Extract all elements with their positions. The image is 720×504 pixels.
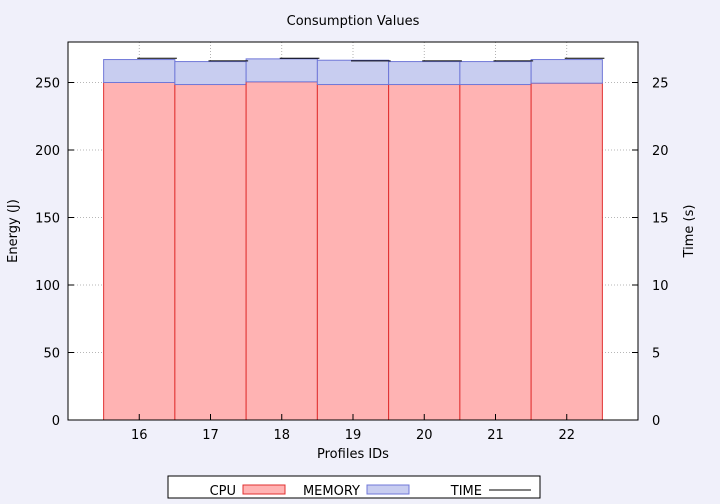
legend-swatch-memory <box>366 484 410 495</box>
bar-memory-16 <box>103 59 176 83</box>
y-tick-label: 200 <box>35 144 60 159</box>
x-tick-label: 21 <box>487 428 504 443</box>
x-tick-label: 20 <box>416 428 433 443</box>
y2-tick-label: 20 <box>652 144 669 159</box>
y-tick-label: 50 <box>43 347 60 362</box>
bar-cpu-19 <box>316 84 390 421</box>
x-tick-label: 17 <box>202 428 219 443</box>
chart-title: Consumption Values <box>287 14 420 29</box>
y2-tick-label: 0 <box>652 414 660 429</box>
legend: CPU MEMORY TIME <box>167 475 541 499</box>
x-tick-label: 16 <box>131 428 148 443</box>
legend-label-time: TIME <box>450 484 482 499</box>
bar-memory-18 <box>245 58 318 83</box>
y-tick-label: 250 <box>35 77 60 92</box>
time-series <box>137 57 605 62</box>
bar-cpu-16 <box>103 82 176 421</box>
y2-tick-label: 5 <box>652 347 660 362</box>
y2-tick-label: 10 <box>652 279 669 294</box>
bar-memory-19 <box>316 59 390 86</box>
y2-axis-label: Time (s) <box>682 205 697 259</box>
bar-cpu-20 <box>388 84 461 421</box>
bar-cpu-17 <box>174 84 247 421</box>
y2-tick-label: 15 <box>652 212 669 227</box>
bar-cpu-22 <box>530 82 603 421</box>
bar-memory-22 <box>530 59 603 84</box>
y-axis-label: Energy (J) <box>6 199 21 263</box>
y-tick-label: 150 <box>35 212 60 227</box>
bar-memory-21 <box>459 61 532 86</box>
bar-cpu-21 <box>459 84 532 421</box>
x-axis-ticks: 16 17 18 19 20 21 22 <box>131 414 575 443</box>
y-tick-label: 0 <box>52 414 60 429</box>
y2-axis-ticks: 0 5 10 15 20 25 <box>632 77 669 429</box>
legend-label-memory: MEMORY <box>303 484 360 499</box>
bar-memory-17 <box>174 61 247 86</box>
y2-tick-label: 25 <box>652 77 669 92</box>
x-axis-label: Profiles IDs <box>317 447 389 462</box>
legend-swatch-cpu <box>242 484 286 495</box>
y-tick-label: 100 <box>35 279 60 294</box>
bar-memory-20 <box>388 61 461 86</box>
x-tick-label: 18 <box>273 428 290 443</box>
x-tick-label: 19 <box>345 428 362 443</box>
bars <box>103 58 603 421</box>
bar-cpu-18 <box>245 81 318 421</box>
y-axis-ticks: 0 50 100 150 200 250 <box>35 77 74 429</box>
legend-label-cpu: CPU <box>210 484 236 499</box>
x-tick-label: 22 <box>558 428 575 443</box>
